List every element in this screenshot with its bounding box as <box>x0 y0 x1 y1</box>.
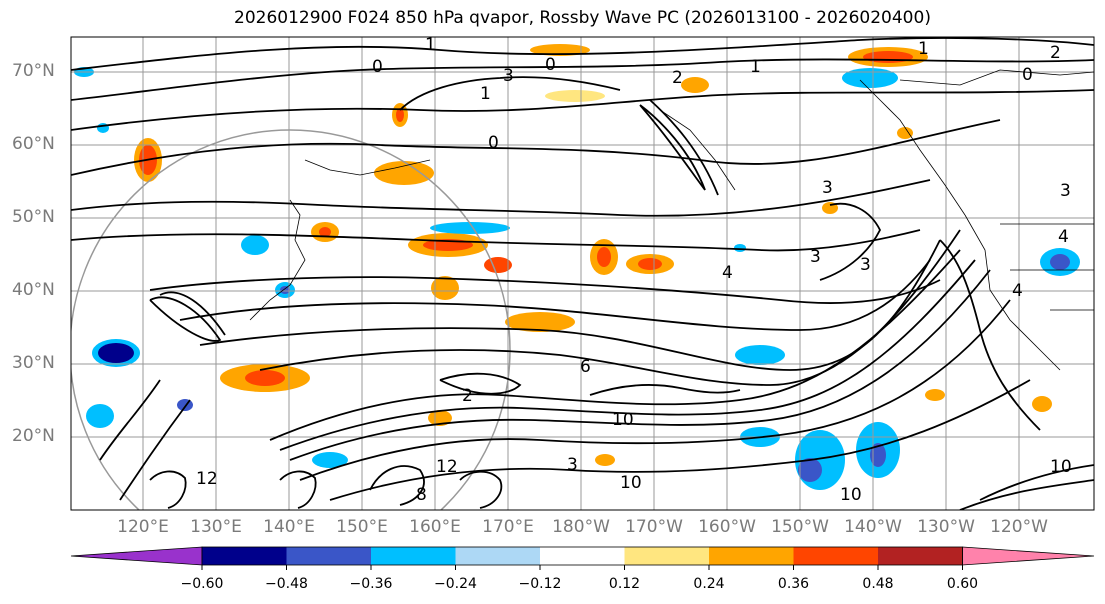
coastlines <box>249 69 1094 371</box>
colorbar-tick-label: 0.12 <box>608 576 641 592</box>
contour-label: 0 <box>372 57 383 77</box>
latitude-label: 40°N <box>12 280 55 300</box>
contour-label: 10 <box>612 410 634 430</box>
colorbar-segment <box>371 547 456 565</box>
contour-label: 3 <box>567 455 578 475</box>
contour-label: 6 <box>580 357 591 377</box>
colorbar-segment <box>878 547 963 565</box>
longitude-label: 160°E <box>409 517 461 537</box>
contour-label: 12 <box>196 469 218 489</box>
colorbar-tick-label: 0.48 <box>862 576 894 592</box>
contour-label: 3 <box>810 247 821 267</box>
graticule <box>71 37 1094 510</box>
plot-frame <box>70 36 1095 511</box>
longitude-label: 170°E <box>482 517 534 537</box>
colorbar-over-triangle <box>962 546 1095 566</box>
chart-title: 2026012900 F024 850 hPa qvapor, Rossby W… <box>234 8 931 28</box>
contour-label: 12 <box>436 457 458 477</box>
contour-label: 1 <box>750 57 761 77</box>
contour-label: 1 <box>425 35 436 55</box>
contour-label: 4 <box>1058 227 1069 247</box>
contour-label: 10 <box>1050 457 1072 477</box>
contour-label: 0 <box>1022 65 1033 85</box>
latitude-label: 70°N <box>12 61 55 81</box>
colorbar-segment <box>540 547 625 565</box>
contour-label: 3 <box>1060 181 1071 201</box>
colorbar-under-triangle <box>70 546 203 566</box>
longitude-label: 130°E <box>190 517 242 537</box>
colorbar-segment <box>709 547 794 565</box>
longitude-label: 120°W <box>990 517 1048 537</box>
longitude-label: 150°E <box>336 517 388 537</box>
contour-label-group: 1 0 1 2 0 3 2 0 0 3 3 4 4 3 3 1 1 6 10 1… <box>196 35 1072 505</box>
contour-label: 0 <box>488 133 499 153</box>
contour-label: 1 <box>918 39 929 59</box>
colorbar-tick-label: −0.12 <box>518 576 562 592</box>
colorbar-segment <box>624 547 709 565</box>
contour-label: 2 <box>672 68 683 88</box>
colorbar-tick-label: 0.24 <box>693 576 725 592</box>
longitude-label: 140°W <box>844 517 902 537</box>
colorbar <box>70 546 1095 570</box>
longitude-label: 180°W <box>552 517 610 537</box>
longitude-label: 130°W <box>917 517 975 537</box>
latitude-label: 60°N <box>12 134 55 154</box>
colorbar-segment <box>286 547 371 565</box>
contour-label: 0 <box>545 55 556 75</box>
colorbar-tick-label: 0.36 <box>777 576 810 592</box>
longitude-label: 150°W <box>771 517 829 537</box>
contour-label: 1 <box>480 84 491 104</box>
colorbar-segment <box>793 547 878 565</box>
contour-label: 4 <box>722 263 733 283</box>
contour-label: 3 <box>822 178 833 198</box>
longitude-label: 160°W <box>698 517 756 537</box>
latitude-label: 30°N <box>12 353 55 373</box>
contour-label: 10 <box>840 485 862 505</box>
contour-label: 2 <box>462 386 473 406</box>
contour-label: 4 <box>1012 281 1023 301</box>
longitude-label: 140°E <box>263 517 315 537</box>
colorbar-tick-label: −0.60 <box>180 576 224 592</box>
longitude-label: 170°W <box>625 517 683 537</box>
colorbar-tick-label: 0.60 <box>946 576 979 592</box>
contour-label: 2 <box>1050 43 1061 63</box>
contour-label: 3 <box>860 255 871 275</box>
longitude-label: 120°E <box>117 517 169 537</box>
colorbar-tick-label: −0.36 <box>349 576 393 592</box>
colorbar-segment <box>455 547 540 565</box>
contour-label: 10 <box>620 473 642 493</box>
contour-lines <box>71 37 1094 510</box>
colorbar-tick-label: −0.48 <box>265 576 308 592</box>
latitude-label: 20°N <box>12 426 55 446</box>
contour-label: 3 <box>503 66 514 86</box>
colorbar-segment <box>202 547 287 565</box>
latitude-label: 50°N <box>12 207 55 227</box>
contour-label: 8 <box>416 485 427 505</box>
colorbar-tick-label: −0.24 <box>434 576 477 592</box>
